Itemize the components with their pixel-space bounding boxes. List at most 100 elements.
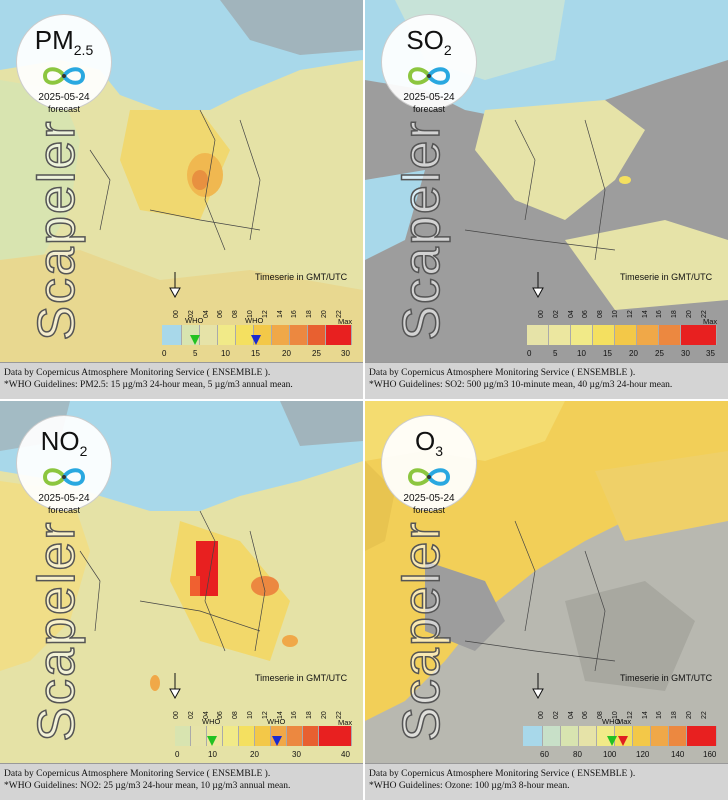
scale-tick: 40: [341, 750, 350, 759]
time-marker-icon: [532, 673, 544, 699]
hour-tick-label: 12: [261, 310, 269, 318]
o3-badge: O3 2025-05-24 forecast: [381, 415, 477, 515]
pollutant-title: PM2.5: [34, 25, 94, 59]
forecast-date: 2025-05-24: [38, 92, 90, 104]
forecast-label: forecast: [412, 505, 445, 516]
hour-tick-label: 00: [173, 711, 180, 719]
hour-tick-label: 04: [202, 310, 210, 318]
scapeler-watermark: Scapeler: [392, 520, 452, 743]
so2-panel: SO2 2025-05-24 forecast Scapeler Timeser…: [365, 0, 728, 399]
hour-tick-label: 08: [597, 310, 605, 318]
footer-who: *WHO Guidelines: SO2: 500 µg/m3 10-minut…: [369, 380, 673, 390]
hour-tick-label: 10: [612, 711, 619, 719]
hour-tick-label: 18: [671, 711, 679, 719]
forecast-date: 2025-05-24: [38, 493, 90, 505]
hour-tick-label: 14: [276, 711, 284, 719]
hour-tick-label: 18: [306, 711, 314, 719]
time-marker-icon: [169, 673, 181, 699]
hour-tick-label: 00: [538, 310, 545, 318]
hour-tick-label: 06: [217, 711, 225, 719]
timeserie-label: Timeserie in GMT/UTC: [255, 272, 348, 282]
hour-tick-label: 20: [321, 711, 328, 719]
so2-scale: [527, 325, 717, 345]
scale-tick: 120: [636, 750, 650, 759]
hour-tick-label: 12: [261, 711, 269, 719]
hour-tick-label: 00: [173, 310, 180, 318]
scale-tick: 0: [175, 750, 180, 759]
scapeler-watermark: Scapeler: [392, 119, 452, 342]
who-green-marker-icon: [190, 335, 200, 345]
pollutant-title: O3: [414, 426, 444, 460]
hour-tick-label: 06: [582, 310, 590, 318]
scapeler-watermark: Scapeler: [27, 119, 87, 342]
max-label: Max: [703, 317, 718, 326]
pm25-panel: PM2.5 2025-05-24 forecast Scapeler Times…: [0, 0, 363, 399]
pm25-badge: PM2.5 2025-05-24 forecast: [16, 14, 112, 114]
hour-tick-label: 14: [641, 711, 649, 719]
scale-tick: 100: [603, 750, 617, 759]
who-label: WHO: [267, 717, 286, 726]
scale-tick: 35: [706, 349, 715, 358]
hour-tick-label: 00: [538, 711, 545, 719]
max-label: Max: [338, 718, 353, 727]
who-blue-marker-icon: [272, 736, 282, 746]
hour-tick-label: 02: [187, 310, 195, 318]
max-label: Max: [617, 717, 632, 726]
hour-tick-label: 16: [291, 310, 299, 318]
scale-tick: 25: [655, 349, 664, 358]
hour-tick-label: 18: [671, 310, 679, 318]
scale-tick: 10: [208, 750, 217, 759]
hour-tick-label: 20: [686, 711, 693, 719]
hour-tick-label: 02: [552, 310, 560, 318]
hour-tick-label: 22: [335, 310, 343, 318]
hour-tick-label: 10: [247, 310, 254, 318]
scale-tick: 15: [251, 349, 260, 358]
max-label: Max: [338, 317, 353, 326]
time-marker-icon: [532, 272, 544, 298]
timeserie-label: Timeserie in GMT/UTC: [255, 673, 348, 683]
forecast-date: 2025-05-24: [403, 92, 455, 104]
hour-tick-label: 12: [626, 310, 634, 318]
no2-scale: [175, 726, 352, 746]
scale-tick: 25: [312, 349, 321, 358]
scale-tick: 20: [629, 349, 638, 358]
footer-who: *WHO Guidelines: Ozone: 100 µg/m3 8-hour…: [369, 781, 570, 791]
hour-tick-label: 02: [187, 711, 195, 719]
no2-badge: NO2 2025-05-24 forecast: [16, 415, 112, 515]
scale-tick: 10: [221, 349, 230, 358]
hour-tick-label: 20: [686, 310, 693, 318]
scale-tick: 30: [681, 349, 690, 358]
scale-tick: 20: [250, 750, 259, 759]
timeserie-label: Timeserie in GMT/UTC: [620, 272, 713, 282]
hour-tick-label: 06: [217, 310, 225, 318]
forecast-label: forecast: [47, 104, 80, 115]
infinity-logo-icon: [42, 468, 86, 486]
scale-tick: 15: [603, 349, 612, 358]
hour-tick-label: 12: [626, 711, 634, 719]
scale-tick: 30: [292, 750, 301, 759]
hour-tick-label: 16: [656, 711, 664, 719]
scale-tick: 20: [282, 349, 291, 358]
scale-tick: 10: [577, 349, 586, 358]
hour-tick-label: 14: [276, 310, 284, 318]
scale-tick: 80: [573, 750, 582, 759]
hour-tick-label: 04: [202, 711, 210, 719]
scale-tick: 30: [341, 349, 350, 358]
hour-tick-label: 08: [232, 711, 240, 719]
so2-footer: Data by Copernicus Atmosphere Monitoring…: [365, 362, 728, 399]
who-label: WHO: [185, 316, 204, 325]
o3-panel: O3 2025-05-24 forecast Scapeler Timeseri…: [365, 401, 728, 800]
pm25-footer: Data by Copernicus Atmosphere Monitoring…: [0, 362, 363, 399]
scale-tick: 0: [527, 349, 532, 358]
forecast-label: forecast: [412, 104, 445, 115]
hour-tick-label: 20: [321, 310, 328, 318]
footer-who: *WHO Guidelines: NO2: 25 µg/m3 24-hour m…: [4, 781, 291, 791]
pm25-scale: [162, 325, 352, 345]
scale-tick: 60: [540, 750, 549, 759]
who-label: WHO: [202, 717, 221, 726]
hour-tick-label: 22: [700, 711, 708, 719]
no2-footer: Data by Copernicus Atmosphere Monitoring…: [0, 763, 363, 800]
hour-tick-label: 10: [612, 310, 619, 318]
infinity-logo-icon: [407, 67, 451, 85]
hour-tick-label: 16: [656, 310, 664, 318]
